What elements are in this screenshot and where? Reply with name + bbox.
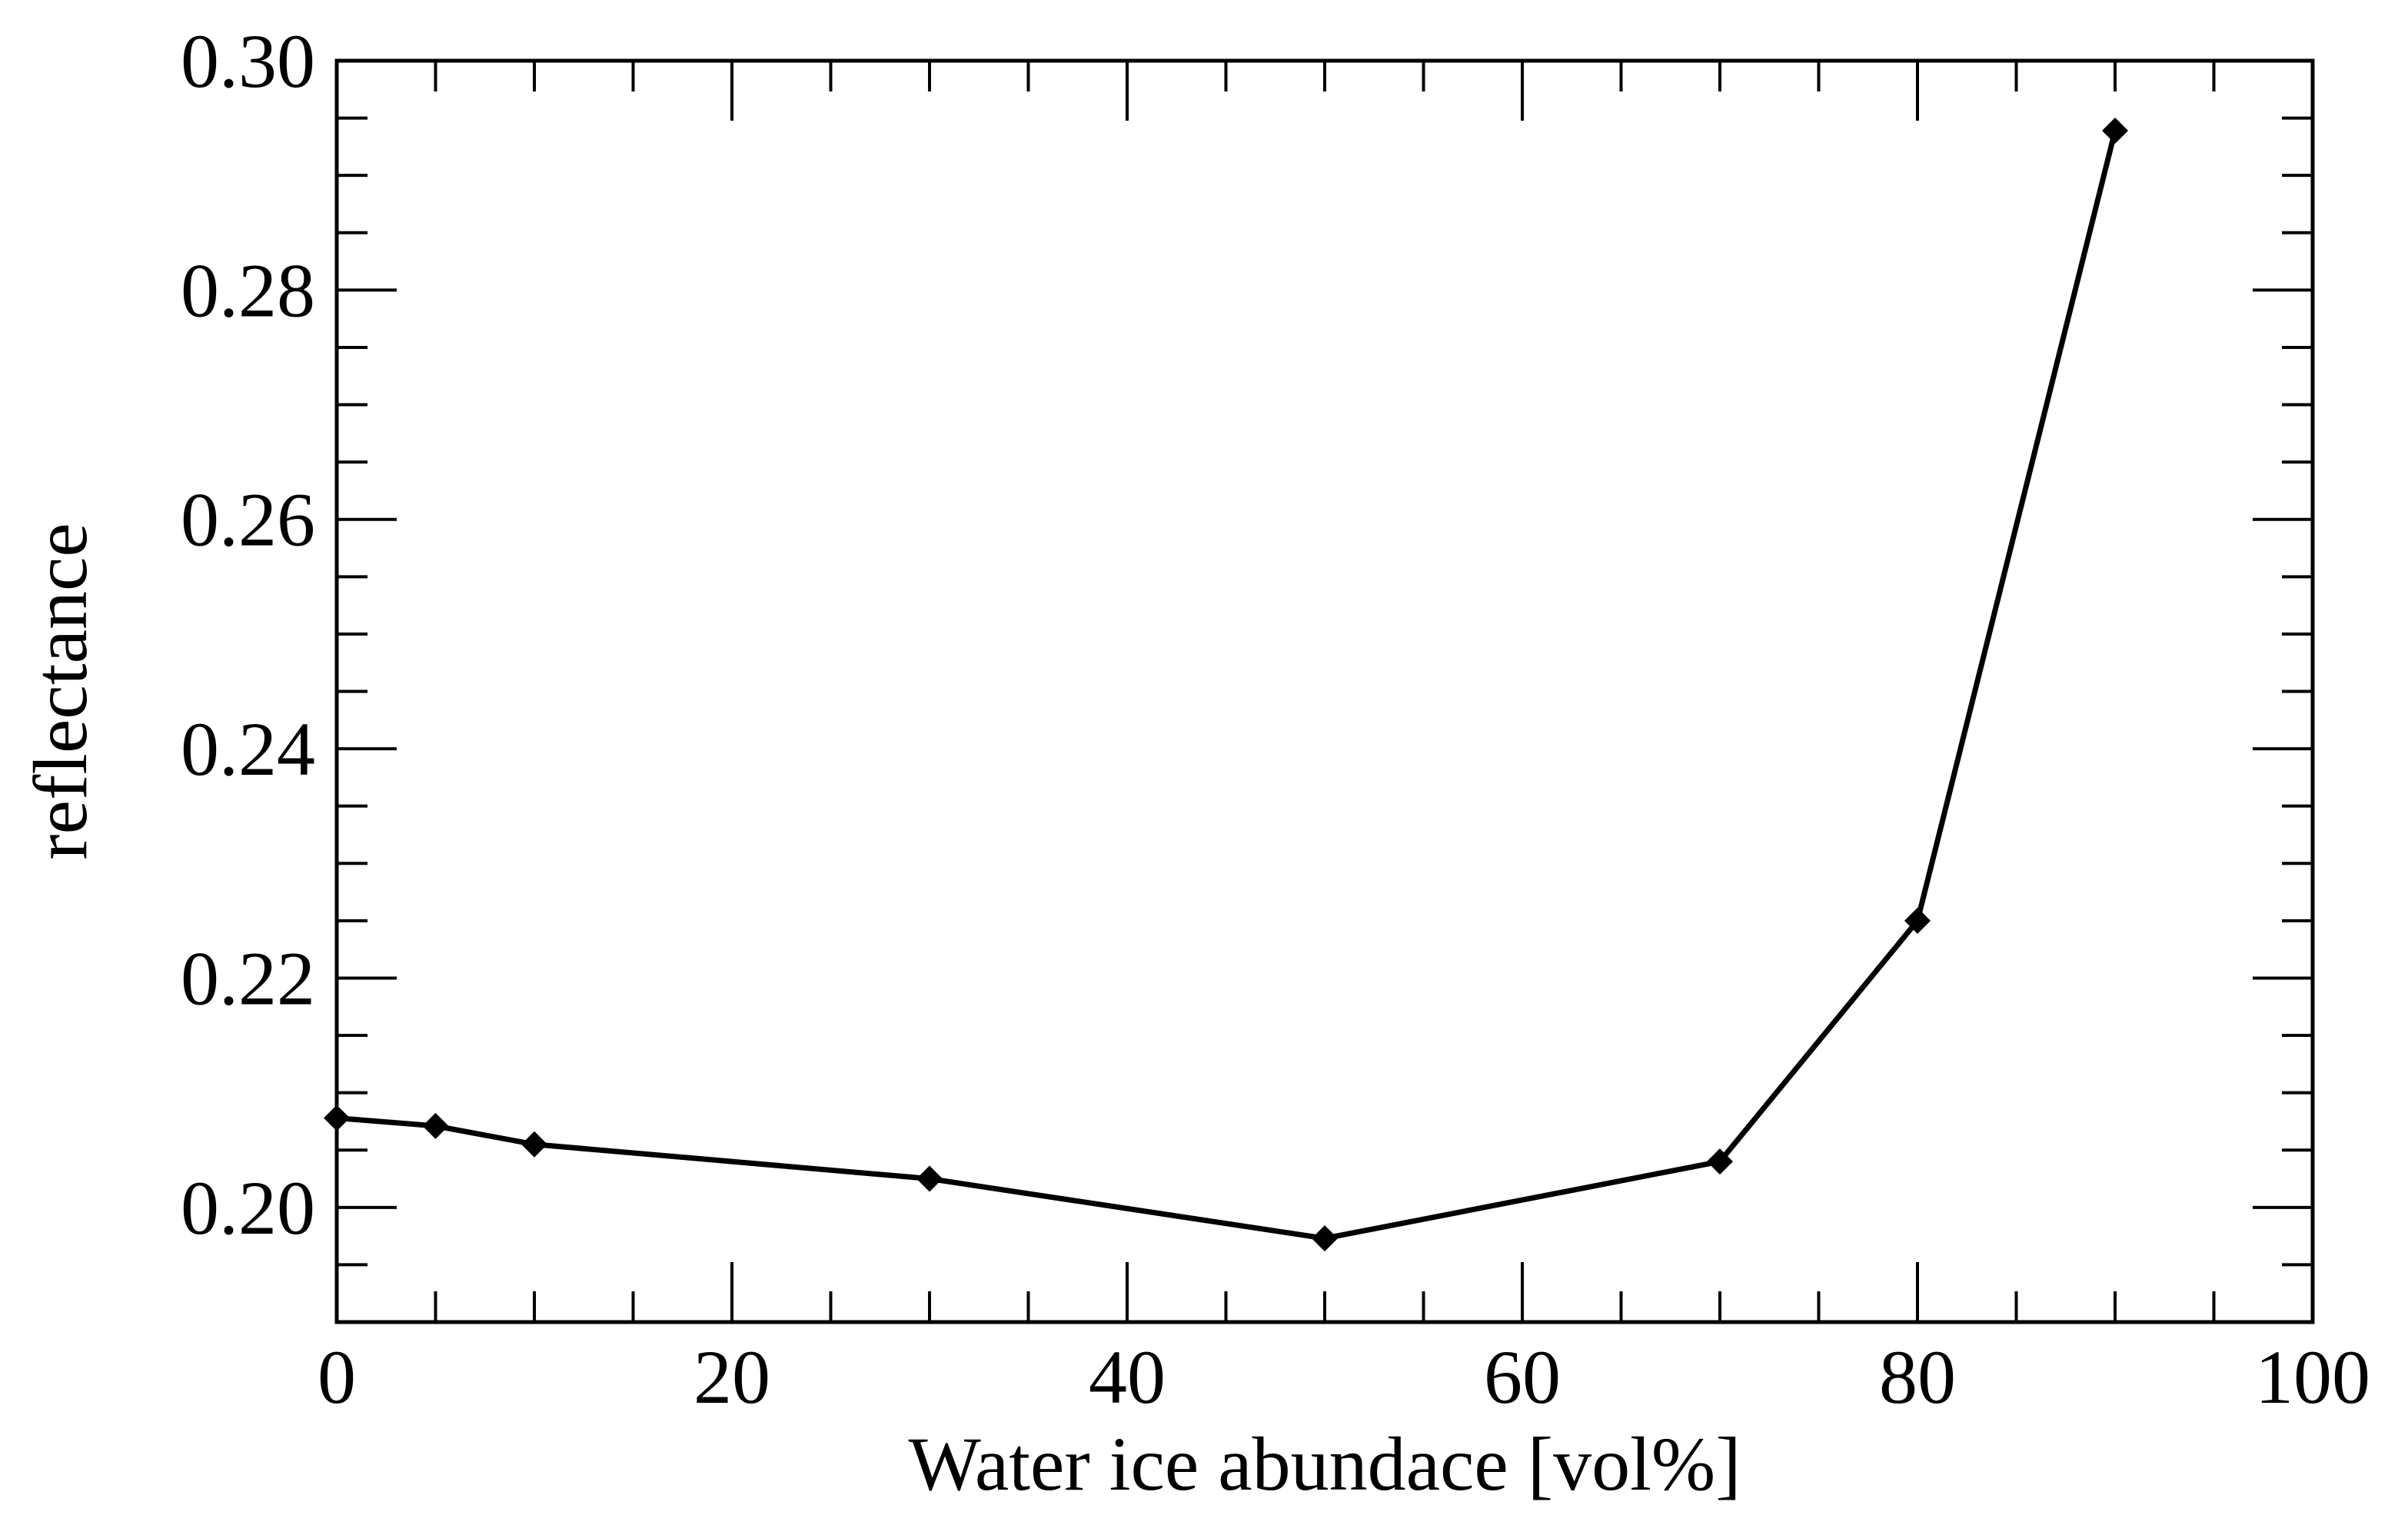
data-point-marker: [916, 1165, 943, 1192]
series-line: [336, 130, 2118, 1241]
x-tick-label: 40: [1089, 1334, 1166, 1420]
x-tick-label: 80: [1879, 1334, 1956, 1420]
axis-tick-labels: 0 20 40 60 80 100 0.20 0.22 0.24 0.26 0.28 0.30: [181, 18, 2370, 1420]
y-tick-label: 0.24: [181, 706, 315, 792]
data-point-marker: [1312, 1225, 1338, 1252]
x-tick-label: 60: [1484, 1334, 1561, 1420]
y-axis-title: reflectance: [18, 523, 103, 859]
data-point-marker: [2102, 118, 2128, 145]
data-point-marker: [521, 1131, 547, 1158]
y-tick-label: 0.22: [181, 935, 315, 1021]
y-tick-label: 0.20: [181, 1165, 315, 1251]
y-tick-label: 0.28: [181, 248, 315, 333]
y-tick-label: 0.26: [181, 477, 315, 563]
x-tick-label: 0: [318, 1334, 356, 1420]
x-axis-title: Water ice abundace [vol%]: [908, 1421, 1741, 1507]
x-tick-label: 100: [2255, 1334, 2370, 1420]
y-tick-label: 0.30: [181, 18, 315, 104]
data-point-marker: [422, 1112, 449, 1139]
data-point-marker: [1904, 907, 1931, 934]
data-point-marker: [1707, 1148, 1733, 1175]
plot-frame: [334, 58, 2315, 1324]
x-tick-label: 20: [693, 1334, 770, 1420]
